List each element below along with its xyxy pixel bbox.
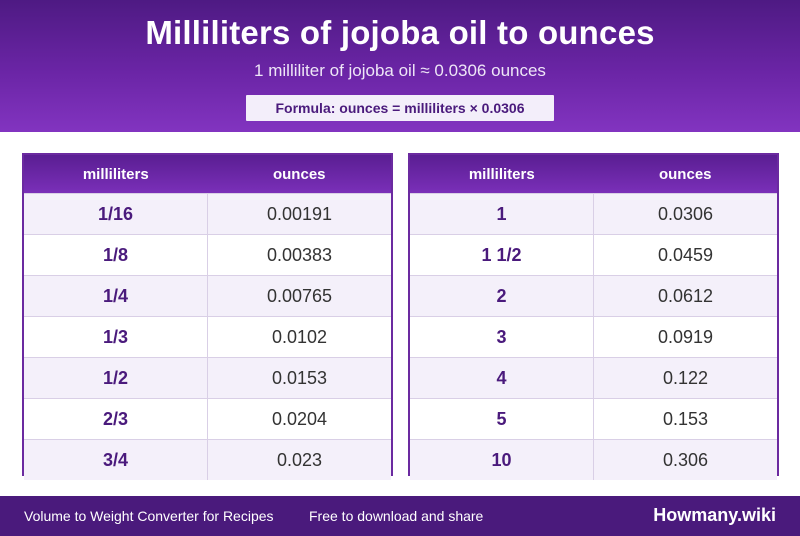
brand-logo: Howmany.wiki [653, 505, 776, 525]
table-row: 5 0.153 [410, 398, 777, 439]
ounces-cell: 0.122 [662, 367, 709, 388]
milliliters-cell: 1 1/2 [410, 235, 594, 275]
table-row: 1/2 0.0153 [24, 357, 391, 398]
table-row: 4 0.122 [410, 357, 777, 398]
milliliters-cell: 1 [410, 194, 594, 234]
ounces-cell: 0.0459 [657, 244, 714, 265]
ounces-cell: 0.0306 [657, 203, 714, 224]
formula-badge: Formula: ounces = milliliters × 0.0306 [246, 95, 554, 121]
conversion-table-left: milliliters ounces 1/16 0.00191 1/8 0.0038… [22, 153, 393, 480]
table-body: 1/16 0.00191 1/8 0.00383 1/4 0.00765 1/3 0.0… [24, 193, 391, 480]
column-header-ounces: ounces [272, 165, 326, 183]
milliliters-cell: 1/2 [24, 358, 208, 398]
column-header-milliliters: milliliters [468, 165, 535, 183]
footer-bar: Volume to Weight Converter for Recipes F… [0, 496, 800, 536]
milliliters-cell: 1/4 [24, 276, 208, 316]
column-header-milliliters: milliliters [82, 165, 149, 183]
page-title: Milliliters of jojoba oil to ounces [145, 14, 655, 51]
ounces-cell: 0.0204 [271, 408, 328, 429]
page-subtitle: 1 milliliter of jojoba oil ≈ 0.0306 ounc… [254, 61, 546, 80]
table-row: 1/16 0.00191 [24, 193, 391, 234]
milliliters-cell: 4 [410, 358, 594, 398]
conversion-table-right: milliliters ounces 1 0.0306 1 1/2 0.0459 2… [408, 153, 779, 480]
ounces-cell: 0.0153 [271, 367, 328, 388]
table-row: 2 0.0612 [410, 275, 777, 316]
milliliters-cell: 2 [410, 276, 594, 316]
table-row: 1 0.0306 [410, 193, 777, 234]
ounces-cell: 0.023 [276, 449, 323, 470]
ounces-cell: 0.0919 [657, 326, 714, 347]
table-row: 3 0.0919 [410, 316, 777, 357]
table-header: milliliters ounces [410, 155, 777, 193]
ounces-cell: 0.306 [662, 449, 709, 470]
table-row: 1/8 0.00383 [24, 234, 391, 275]
table-row: 2/3 0.0204 [24, 398, 391, 439]
footer-description: Volume to Weight Converter for Recipes [24, 508, 274, 524]
table-header: milliliters ounces [24, 155, 391, 193]
ounces-cell: 0.00383 [266, 244, 333, 265]
ounces-cell: 0.00191 [266, 203, 333, 224]
milliliters-cell: 1/8 [24, 235, 208, 275]
table-row: 1/4 0.00765 [24, 275, 391, 316]
table-row: 10 0.306 [410, 439, 777, 480]
table-row: 1/3 0.0102 [24, 316, 391, 357]
ounces-cell: 0.0612 [657, 285, 714, 306]
milliliters-cell: 1/16 [24, 194, 208, 234]
milliliters-cell: 1/3 [24, 317, 208, 357]
milliliters-cell: 3/4 [24, 440, 208, 480]
milliliters-cell: 10 [410, 440, 594, 480]
column-header-ounces: ounces [658, 165, 712, 183]
footer-share-note: Free to download and share [309, 508, 484, 524]
ounces-cell: 0.0102 [271, 326, 328, 347]
milliliters-cell: 5 [410, 399, 594, 439]
table-body: 1 0.0306 1 1/2 0.0459 2 0.0612 3 0.0919 4 0.1… [410, 193, 777, 480]
table-row: 3/4 0.023 [24, 439, 391, 480]
ounces-cell: 0.00765 [266, 285, 333, 306]
table-row: 1 1/2 0.0459 [410, 234, 777, 275]
milliliters-cell: 2/3 [24, 399, 208, 439]
header-banner: Milliliters of jojoba oil to ounces 1 mi… [0, 0, 800, 132]
ounces-cell: 0.153 [662, 408, 709, 429]
milliliters-cell: 3 [410, 317, 594, 357]
